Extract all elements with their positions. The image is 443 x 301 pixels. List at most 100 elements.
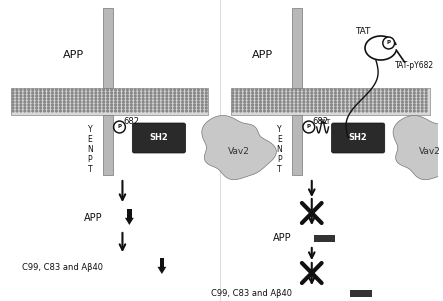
- Circle shape: [346, 98, 348, 100]
- Circle shape: [51, 95, 53, 97]
- Circle shape: [276, 95, 277, 97]
- Circle shape: [87, 107, 89, 109]
- Circle shape: [36, 101, 38, 103]
- Circle shape: [394, 101, 396, 103]
- Circle shape: [202, 101, 203, 103]
- Circle shape: [24, 104, 26, 106]
- Circle shape: [311, 98, 313, 100]
- Circle shape: [44, 98, 46, 100]
- Circle shape: [256, 92, 257, 94]
- Circle shape: [311, 89, 313, 91]
- Circle shape: [103, 95, 105, 97]
- Circle shape: [315, 89, 317, 91]
- Circle shape: [370, 104, 372, 106]
- Circle shape: [146, 110, 148, 112]
- Circle shape: [350, 98, 352, 100]
- Circle shape: [374, 104, 376, 106]
- Circle shape: [63, 107, 65, 109]
- Circle shape: [358, 110, 360, 112]
- Circle shape: [158, 104, 160, 106]
- Circle shape: [417, 92, 419, 94]
- Circle shape: [319, 92, 321, 94]
- Circle shape: [252, 101, 253, 103]
- Circle shape: [276, 98, 277, 100]
- Circle shape: [198, 110, 199, 112]
- Circle shape: [28, 89, 30, 91]
- Circle shape: [311, 95, 313, 97]
- Circle shape: [158, 98, 160, 100]
- Circle shape: [394, 98, 396, 100]
- Circle shape: [162, 89, 164, 91]
- Circle shape: [111, 104, 113, 106]
- Circle shape: [283, 95, 285, 97]
- Circle shape: [370, 95, 372, 97]
- Circle shape: [252, 89, 253, 91]
- Circle shape: [409, 98, 411, 100]
- Circle shape: [146, 98, 148, 100]
- Circle shape: [280, 110, 281, 112]
- Circle shape: [256, 95, 257, 97]
- Circle shape: [276, 92, 277, 94]
- Circle shape: [71, 92, 73, 94]
- Polygon shape: [157, 267, 166, 274]
- Circle shape: [326, 107, 328, 109]
- Circle shape: [198, 98, 199, 100]
- Circle shape: [194, 107, 195, 109]
- Circle shape: [390, 92, 392, 94]
- Circle shape: [394, 110, 396, 112]
- Circle shape: [283, 101, 285, 103]
- Circle shape: [47, 104, 49, 106]
- Circle shape: [232, 89, 234, 91]
- Circle shape: [111, 110, 113, 112]
- Circle shape: [240, 110, 242, 112]
- Circle shape: [272, 107, 273, 109]
- Circle shape: [119, 104, 120, 106]
- Circle shape: [287, 98, 289, 100]
- Circle shape: [20, 92, 22, 94]
- Circle shape: [178, 110, 179, 112]
- Circle shape: [370, 89, 372, 91]
- Circle shape: [16, 107, 18, 109]
- Circle shape: [295, 101, 297, 103]
- Circle shape: [342, 101, 344, 103]
- Circle shape: [206, 95, 207, 97]
- Circle shape: [334, 101, 336, 103]
- Circle shape: [366, 89, 368, 91]
- Circle shape: [99, 89, 101, 91]
- Circle shape: [67, 98, 69, 100]
- Text: P: P: [88, 156, 92, 165]
- Circle shape: [358, 89, 360, 91]
- Circle shape: [40, 98, 42, 100]
- Text: C99, C83 and Aβ40: C99, C83 and Aβ40: [211, 288, 292, 297]
- Circle shape: [402, 104, 404, 106]
- Circle shape: [44, 104, 46, 106]
- Circle shape: [315, 92, 317, 94]
- Circle shape: [170, 98, 171, 100]
- Circle shape: [358, 92, 360, 94]
- Circle shape: [425, 104, 427, 106]
- Circle shape: [95, 104, 97, 106]
- Circle shape: [342, 104, 344, 106]
- Text: T: T: [277, 166, 282, 175]
- Circle shape: [295, 95, 297, 97]
- Circle shape: [63, 98, 65, 100]
- Circle shape: [232, 110, 234, 112]
- Circle shape: [350, 95, 352, 97]
- Circle shape: [232, 98, 234, 100]
- Circle shape: [244, 89, 245, 91]
- Circle shape: [142, 104, 144, 106]
- Circle shape: [138, 95, 140, 97]
- Circle shape: [32, 104, 34, 106]
- Circle shape: [382, 89, 384, 91]
- Circle shape: [20, 104, 22, 106]
- Circle shape: [150, 107, 152, 109]
- Circle shape: [326, 98, 328, 100]
- Circle shape: [342, 110, 344, 112]
- Circle shape: [103, 101, 105, 103]
- Circle shape: [362, 104, 364, 106]
- Circle shape: [59, 98, 61, 100]
- Circle shape: [99, 101, 101, 103]
- Circle shape: [138, 104, 140, 106]
- Circle shape: [28, 92, 30, 94]
- Circle shape: [51, 110, 53, 112]
